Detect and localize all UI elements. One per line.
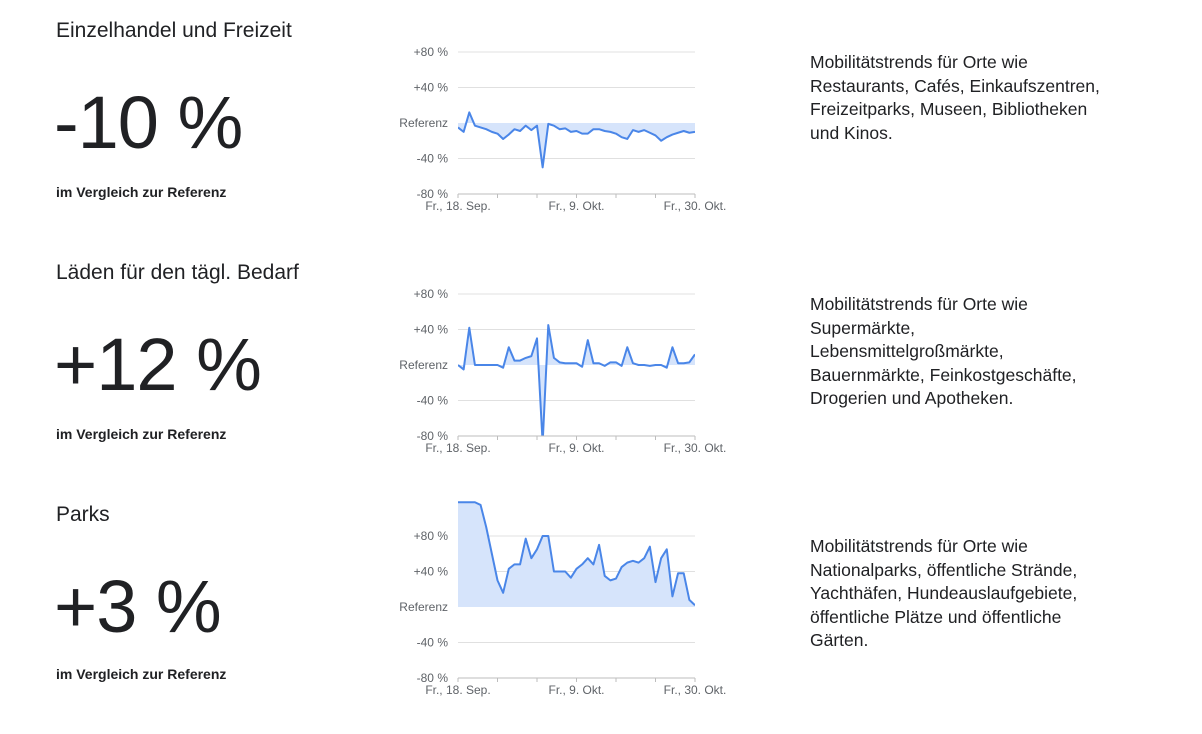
x-tick-label: Fr., 9. Okt. [548, 199, 604, 213]
y-tick-label: -40 % [417, 152, 449, 166]
y-tick-label: -80 % [417, 187, 449, 201]
series-line [458, 501, 695, 606]
category-description: Mobilitätstrends für Orte wie Nationalpa… [810, 535, 1170, 653]
y-tick-label: Referenz [399, 358, 448, 372]
y-tick-label: +80 % [414, 287, 449, 301]
x-tick-label: Fr., 30. Okt. [664, 199, 727, 213]
category-title: Parks [56, 503, 110, 526]
category-title: Einzelhandel und Freizeit [56, 19, 292, 42]
y-tick-label: -40 % [417, 394, 449, 408]
category-description: Mobilitätstrends für Orte wie Restaurant… [810, 51, 1170, 145]
description-line: Freizeitparks, Museen, Bibliotheken [810, 99, 1088, 119]
x-tick-label: Fr., 30. Okt. [664, 441, 727, 455]
x-tick-label: Fr., 18. Sep. [425, 683, 490, 697]
y-tick-label: -80 % [417, 429, 449, 443]
y-tick-label: +40 % [414, 323, 449, 337]
description-line: Nationalparks, öffentliche Strände, [810, 559, 1078, 580]
x-tick-label: Fr., 9. Okt. [548, 441, 604, 455]
y-tick-label: +80 % [414, 529, 449, 543]
category-title: Läden für den tägl. Bedarf [56, 261, 299, 284]
y-tick-label: Referenz [399, 600, 448, 614]
y-tick-label: +40 % [414, 81, 449, 95]
series-line [458, 111, 695, 169]
y-tick-label: -80 % [417, 671, 449, 685]
series-line [458, 324, 695, 436]
series-area [458, 112, 695, 168]
series-area [458, 325, 695, 436]
description-line: Mobilitätstrends für Orte wie [810, 52, 1028, 72]
x-tick-label: Fr., 30. Okt. [664, 683, 727, 697]
description-line: Bauernmärkte, Feinkostgeschäfte, [810, 364, 1077, 385]
trend-chart: +80 % +40 % Referenz -40 % -80 %Fr., 18. Sep… [399, 287, 727, 455]
description-line: und Kinos. [810, 122, 893, 143]
description-line: Gärten. [810, 630, 869, 650]
y-tick-label: -40 % [417, 636, 449, 650]
description-line: Drogerien und Apotheken. [810, 388, 1014, 408]
change-value: +3 % [54, 565, 222, 648]
x-tick-label: Fr., 18. Sep. [425, 199, 490, 213]
section-grocery-pharmacy: Läden für den tägl. Bedarf +12 % im Verg… [0, 242, 1202, 486]
description-line: Restaurants, Cafés, Einkaufszentren, [810, 75, 1100, 96]
description-line: Mobilitätstrends für Orte wie [810, 294, 1028, 314]
section-parks: Parks +3 % im Vergleich zur Referenz +80… [0, 484, 1202, 728]
description-line: öffentliche Plätze und öffentliche [810, 606, 1062, 627]
change-value: -10 % [54, 81, 243, 164]
y-tick-label: Referenz [399, 116, 448, 130]
category-description: Mobilitätstrends für Orte wie Supermärkt… [810, 293, 1170, 411]
y-tick-label: +40 % [414, 565, 449, 579]
compare-label: im Vergleich zur Referenz [56, 666, 227, 682]
description-line: Supermärkte, [810, 317, 916, 338]
x-tick-label: Fr., 9. Okt. [548, 683, 604, 697]
description-line: Yachthäfen, Hundeauslaufgebiete, [810, 583, 1078, 603]
trend-chart: +80 % +40 % Referenz -40 % -80 %Fr., 18. Sep… [399, 45, 727, 213]
compare-label: im Vergleich zur Referenz [56, 184, 227, 200]
series-area [458, 502, 695, 607]
description-line: Lebensmittelgroßmärkte, [810, 341, 1004, 361]
section-retail-recreation: Einzelhandel und Freizeit -10 % im Vergl… [0, 0, 1202, 244]
trend-chart: +80 % +40 % Referenz -40 % -80 %Fr., 18. Sep… [399, 501, 727, 697]
y-tick-label: +80 % [414, 45, 449, 59]
compare-label: im Vergleich zur Referenz [56, 426, 227, 442]
x-tick-label: Fr., 18. Sep. [425, 441, 490, 455]
description-line: Mobilitätstrends für Orte wie [810, 536, 1028, 556]
change-value: +12 % [54, 323, 262, 406]
